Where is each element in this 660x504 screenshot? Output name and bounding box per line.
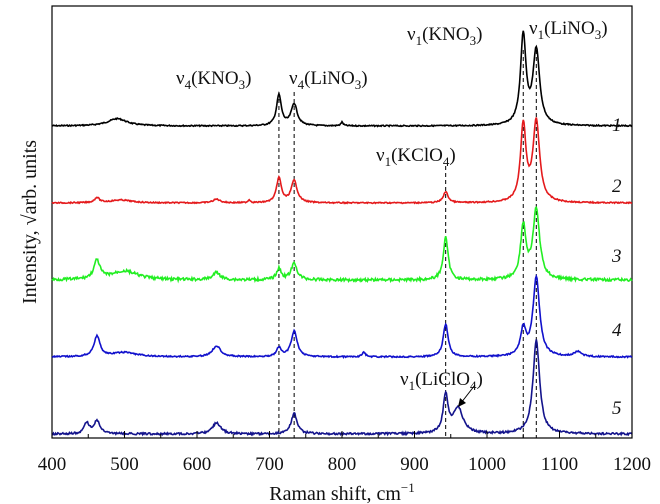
x-tick-label-600: 600 xyxy=(183,454,212,475)
annotation-v1-lino3: ν1(LiNO3) xyxy=(529,18,608,42)
svg-text:ν1(LiNO3): ν1(LiNO3) xyxy=(529,18,608,42)
curve-label-5: 5 xyxy=(612,398,622,419)
curve-label-1: 1 xyxy=(612,115,622,136)
curve-label-4: 4 xyxy=(612,320,622,341)
spectrum-line-1 xyxy=(51,30,633,128)
svg-text:ν1(LiClO4): ν1(LiClO4) xyxy=(400,369,483,393)
y-axis-title: Intensity, √arb. units xyxy=(19,140,41,304)
liclo4-arrow-head xyxy=(458,398,466,407)
curve-labels: 1 2 3 4 5 xyxy=(611,115,622,419)
spectrum-line-2 xyxy=(51,117,633,205)
x-tick-label-1200: 1200 xyxy=(613,454,651,475)
x-tick-label-900: 900 xyxy=(400,454,429,475)
x-axis-title: Raman shift, cm−1 xyxy=(269,480,414,504)
spectrum-line-4 xyxy=(51,273,633,360)
liclo4-arrow-line xyxy=(460,384,476,404)
spectrum-line-3 xyxy=(51,206,633,284)
annotation-v1-liclo4: ν1(LiClO4) xyxy=(400,369,483,407)
svg-text:ν1(KNO3): ν1(KNO3) xyxy=(407,24,482,48)
annotation-v1-kno3: ν1(KNO3) xyxy=(407,24,482,48)
x-tick-label-500: 500 xyxy=(110,454,139,475)
curve-label-3: 3 xyxy=(611,246,622,267)
x-tick-label-1000: 1000 xyxy=(468,454,506,475)
x-tick-label-1100: 1100 xyxy=(541,454,578,475)
x-tick-label-800: 800 xyxy=(328,454,357,475)
annotation-v4-lino3: ν4(LiNO3) xyxy=(289,68,368,92)
x-tick-label-700: 700 xyxy=(255,454,284,475)
x-tick-label-400: 400 xyxy=(38,454,67,475)
spectra-curves xyxy=(51,30,633,437)
svg-text:ν4(LiNO3): ν4(LiNO3) xyxy=(289,68,368,92)
x-axis-ticks: 400 500 600 700 800 900 1000 1100 1200 xyxy=(38,431,651,475)
annotation-v4-kno3: ν4(KNO3) xyxy=(176,68,251,92)
curve-label-2: 2 xyxy=(612,176,622,197)
svg-text:ν1(KClO4): ν1(KClO4) xyxy=(376,145,456,169)
svg-text:ν4(KNO3): ν4(KNO3) xyxy=(176,68,251,92)
annotation-v1-kclo4: ν1(KClO4) xyxy=(376,145,456,169)
